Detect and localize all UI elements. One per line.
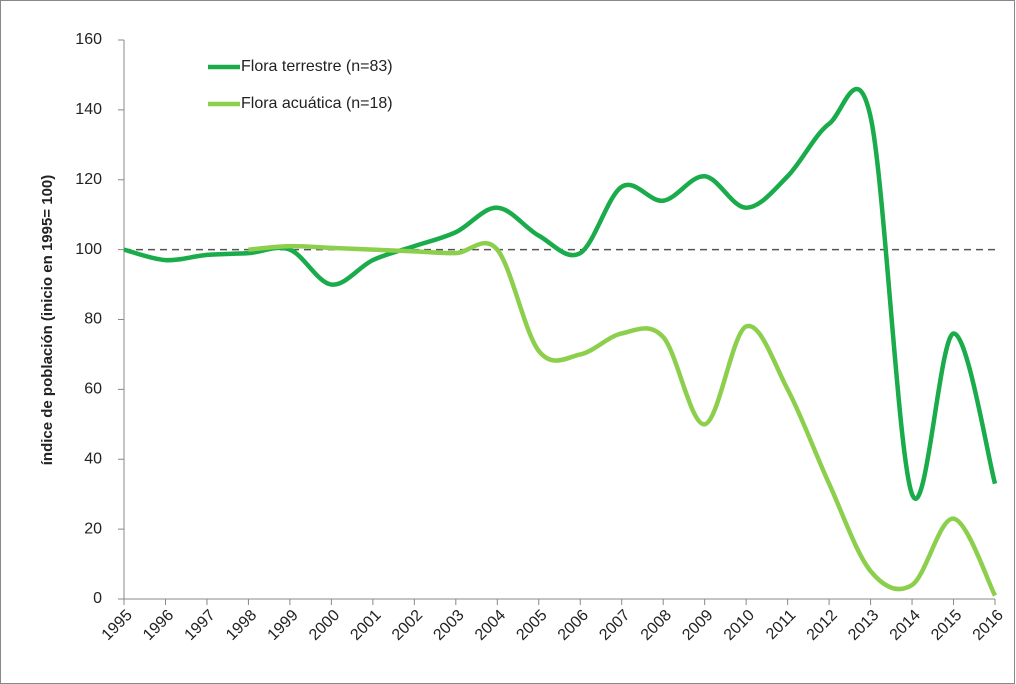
y-tick-label: 140 (75, 101, 102, 118)
legend-label: Flora terrestre (n=83) (241, 58, 393, 75)
y-tick-label: 120 (75, 171, 102, 188)
series-line (123, 86, 998, 501)
y-tick-label: 80 (84, 311, 102, 328)
y-tick-label: 60 (84, 381, 102, 398)
series-line (248, 241, 998, 597)
y-tick-label: 20 (84, 520, 102, 537)
y-tick-label: 160 (75, 31, 102, 48)
y-tick-label: 100 (75, 241, 102, 258)
y-tick-label: 40 (84, 450, 102, 467)
legend-label: Flora acuática (n=18) (241, 95, 393, 112)
y-axis-title: índice de población (inicio en 1995= 100… (39, 175, 56, 466)
y-tick-label: 0 (93, 590, 102, 607)
